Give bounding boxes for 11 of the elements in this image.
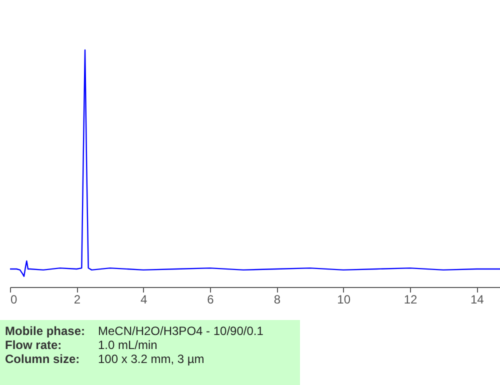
- x-tick-label: 6: [207, 292, 214, 306]
- x-tick-label: 12: [404, 292, 418, 306]
- text: Mobile phase: MeCN/H2O/H3PO4 - 10/90/0.1: [5, 324, 264, 338]
- x-tick-label: 0: [10, 292, 18, 306]
- text: Column size: 100 x 3.2 mm, 3 µm: [5, 352, 204, 366]
- x-tick-label: 4: [140, 292, 148, 306]
- text: Flow rate: 1.0 mL/min: [5, 338, 158, 352]
- x-tick-label: 8: [274, 292, 281, 306]
- x-tick-label: 10: [337, 292, 351, 306]
- x-tick-label: 14: [470, 292, 484, 306]
- x-tick-label: 2: [74, 292, 81, 306]
